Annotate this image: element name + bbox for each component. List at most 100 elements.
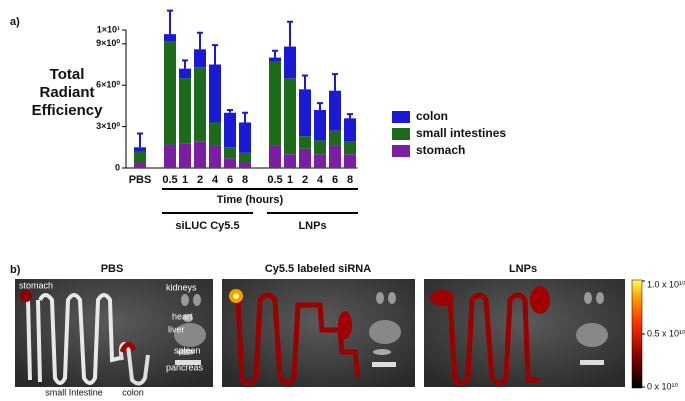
error-bar	[197, 31, 203, 50]
organ-label: kidneys	[166, 282, 197, 292]
colorbar-label: 0 x 10¹⁰	[647, 381, 679, 391]
x-tick-label: 1	[287, 174, 293, 186]
bar-segment	[299, 148, 311, 168]
bar-segment	[164, 144, 176, 168]
panel-label: a)	[10, 16, 20, 28]
y-tick-label: 0	[115, 162, 120, 172]
x-tick-label: 4	[317, 174, 324, 186]
legend-swatch	[392, 111, 410, 123]
bar-segment	[224, 112, 236, 148]
group-label: LNPs	[298, 220, 326, 232]
y-tick-label: 9×10⁰	[96, 38, 120, 48]
bar-segment	[209, 64, 221, 123]
bar-segment	[134, 162, 146, 168]
bar-segment	[164, 41, 176, 145]
bar-segment	[134, 147, 146, 152]
x-tick-label: 4	[212, 174, 219, 186]
bar-segment	[179, 68, 191, 79]
bar-segment	[329, 130, 341, 146]
bar-segment	[299, 136, 311, 149]
x-tick-label: PBS	[129, 174, 152, 186]
x-tick-label: 2	[197, 174, 203, 186]
y-tick-label: 6×10⁰	[96, 80, 120, 90]
x-tick-label: 2	[302, 174, 308, 186]
error-bar	[272, 49, 278, 58]
x-axis-title: Time (hours)	[217, 194, 284, 206]
x-tick-label: 0.5	[267, 174, 282, 186]
bar-segment	[344, 141, 356, 155]
bar-segment	[269, 145, 281, 168]
organ-label: liver	[168, 324, 185, 334]
bar-segment	[224, 147, 236, 159]
error-bar	[242, 111, 248, 123]
error-bar	[212, 44, 218, 65]
error-bar	[137, 132, 143, 148]
group-label: siLUC Cy5.5	[175, 220, 239, 232]
bar-segment	[269, 61, 281, 146]
legend-label: colon	[416, 109, 448, 123]
panel-title: Cy5.5 labeled siRNA	[265, 263, 371, 275]
bar-segment	[269, 57, 281, 62]
bar-segment	[164, 34, 176, 42]
x-tick-label: 8	[347, 174, 353, 186]
x-tick-label: 1	[182, 174, 188, 186]
bar-segment	[134, 151, 146, 163]
image-pbs	[15, 279, 213, 387]
image-sirna	[222, 279, 415, 387]
bar-segment	[224, 158, 236, 168]
bar-segment	[239, 162, 251, 168]
bar-segment	[284, 154, 296, 168]
organ-label: small Intestine	[45, 387, 103, 397]
error-bar	[287, 20, 293, 47]
colorbar-label: 0.5 x 10¹⁰	[647, 328, 685, 338]
colorbar	[631, 279, 643, 389]
bar-segment	[284, 78, 296, 155]
y-tick-label: 1×10¹	[97, 24, 120, 34]
bar-segment	[239, 152, 251, 163]
legend-label: small intestines	[416, 126, 506, 140]
bar-segment	[314, 140, 326, 155]
organ-label: stomach	[19, 280, 53, 290]
error-bar	[347, 113, 353, 119]
bar-segment	[344, 154, 356, 168]
x-tick-label: 8	[242, 174, 248, 186]
bar-segment	[239, 122, 251, 153]
panel-title: LNPs	[509, 263, 537, 275]
bar-segment	[299, 89, 311, 137]
bar-segment	[209, 145, 221, 168]
bar-segment	[194, 49, 206, 68]
bar-segment	[209, 122, 221, 146]
bar-segment	[194, 141, 206, 168]
x-tick-label: 0.5	[162, 174, 177, 186]
organ-label: spleen	[174, 345, 201, 355]
error-bar	[317, 102, 323, 111]
organ-label: pancreas	[166, 362, 204, 372]
bar-segment	[194, 67, 206, 142]
y-tick-label: 3×10⁰	[96, 121, 120, 131]
error-bar	[302, 74, 308, 90]
legend-swatch	[392, 128, 410, 140]
bar-segment	[179, 143, 191, 168]
error-bar	[332, 73, 338, 91]
bar-segment	[329, 90, 341, 131]
error-bar	[167, 9, 173, 35]
x-tick-label: 6	[227, 174, 233, 186]
bar-segment	[344, 118, 356, 142]
panel-label: b)	[10, 264, 21, 276]
image-lnps	[424, 279, 625, 387]
panel-title: PBS	[101, 263, 124, 275]
bar-segment	[179, 78, 191, 144]
bar-segment	[329, 145, 341, 168]
bar-segment	[314, 154, 326, 168]
bar-segment	[314, 110, 326, 141]
x-tick-label: 6	[332, 174, 338, 186]
legend-swatch	[392, 145, 410, 157]
y-axis-title: Total Radiant Efficiency	[31, 66, 103, 119]
bar-segment	[284, 46, 296, 79]
organ-label: colon	[122, 387, 144, 397]
organ-label: heart	[172, 311, 193, 321]
colorbar-label: 1.0 x 10¹⁰	[647, 279, 685, 289]
error-bar	[227, 109, 233, 113]
